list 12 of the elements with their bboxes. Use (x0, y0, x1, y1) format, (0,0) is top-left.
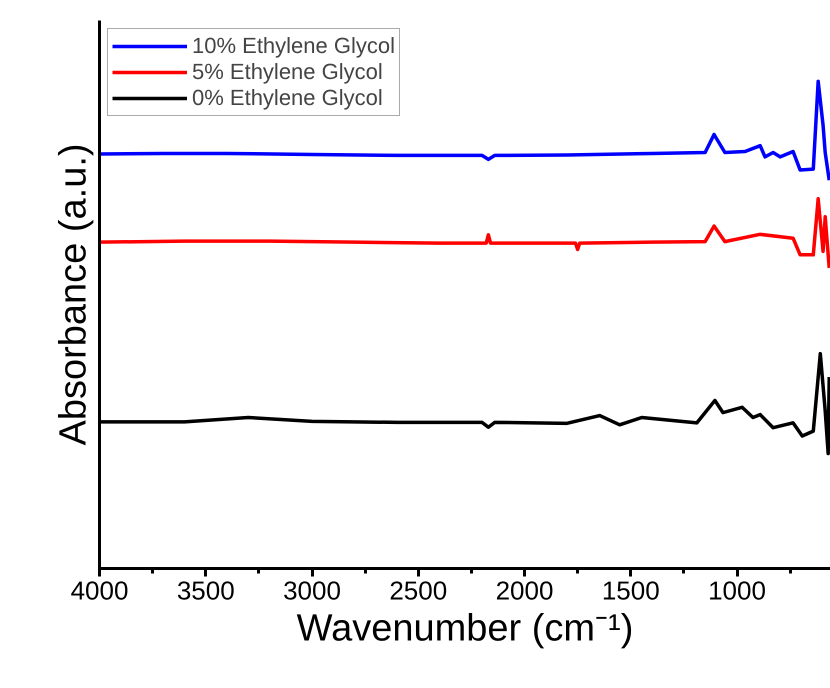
x-tick-label: 4000 (70, 576, 128, 606)
legend-label: 0% Ethylene Glycol (192, 85, 383, 111)
x-tick-label: 3000 (283, 576, 341, 606)
x-tick-label: 3500 (176, 576, 235, 606)
y-axis-title: Absorbance (a.u.) (52, 143, 94, 446)
legend-label: 5% Ethylene Glycol (192, 59, 383, 85)
x-tick-label: 2500 (389, 576, 448, 606)
x-axis-title: Wavenumber (cm⁻¹) (296, 608, 634, 650)
x-tick-label: 1500 (602, 576, 660, 606)
x-tick-label: 1000 (708, 576, 766, 606)
legend-label: 10% Ethylene Glycol (192, 33, 395, 59)
x-tick-label: 2000 (496, 576, 554, 606)
